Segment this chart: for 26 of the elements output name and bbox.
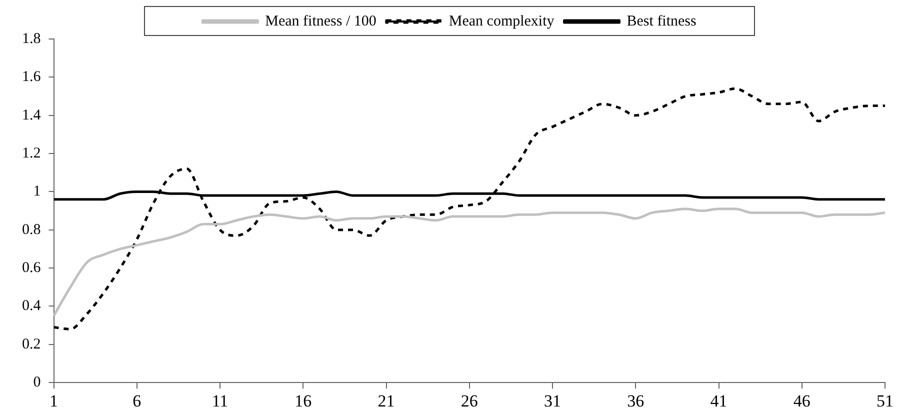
x-tick-label: 6 xyxy=(132,391,142,410)
line-series xyxy=(54,87,885,330)
x-tick-label: 26 xyxy=(460,391,478,410)
x-tick-label: 16 xyxy=(294,391,312,410)
y-tick-label: 0.4 xyxy=(22,298,42,314)
x-tick-label: 11 xyxy=(212,391,228,410)
y-tick-label: 1.2 xyxy=(22,145,41,162)
y-tick-label: 1.6 xyxy=(22,69,42,86)
legend-label: Best fitness xyxy=(626,13,697,30)
x-tick-label: 31 xyxy=(544,391,561,410)
y-tick-label: 0.2 xyxy=(22,336,41,352)
legend-label: Mean fitness / 100 xyxy=(265,13,376,30)
legend-label: Mean complexity xyxy=(448,13,555,30)
line-series xyxy=(54,208,885,318)
x-tick-label: 1 xyxy=(50,391,58,410)
x-tick-label: 51 xyxy=(876,391,894,410)
y-tick-label: 1 xyxy=(33,184,41,200)
x-tick-label: 46 xyxy=(793,391,810,410)
y-tick-label: 1.4 xyxy=(22,107,42,124)
y-tick-label: 0.6 xyxy=(22,260,42,276)
y-tick-label: 1.8 xyxy=(22,30,41,47)
x-tick-label: 36 xyxy=(627,391,644,410)
x-tick-label: 21 xyxy=(378,391,395,410)
y-tick-label: 0.8 xyxy=(22,222,41,238)
x-tick-label: 41 xyxy=(710,391,728,410)
y-tick-label: 0 xyxy=(33,374,41,391)
